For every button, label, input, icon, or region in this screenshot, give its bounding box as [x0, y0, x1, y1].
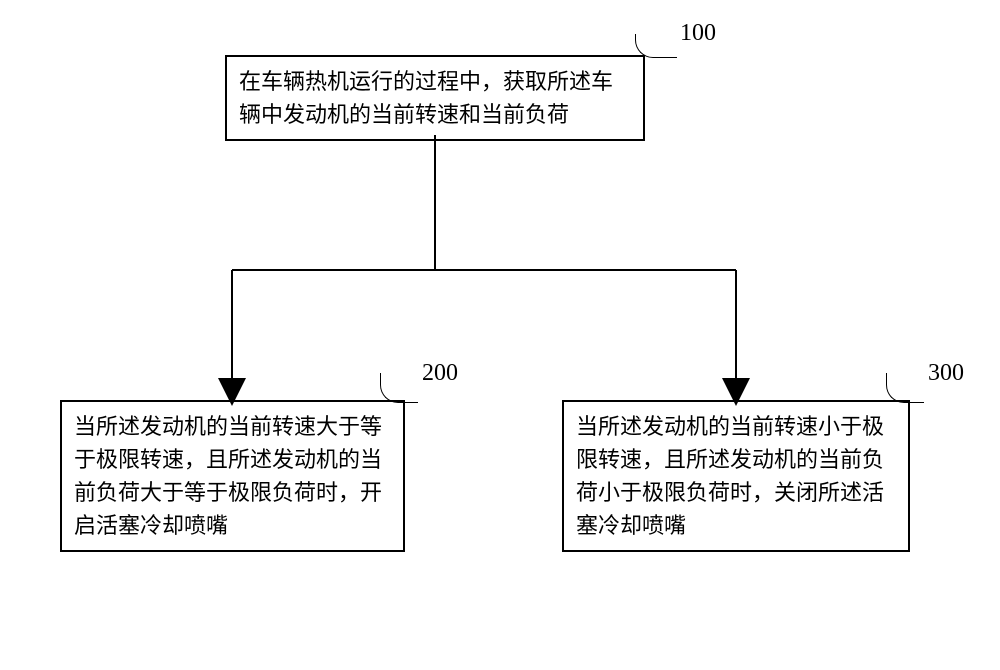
node-text: 当所述发动机的当前转速大于等于极限转速，且所述发动机的当前负荷大于等于极限负荷时… [74, 414, 382, 538]
callout-curve-300 [886, 373, 924, 403]
callout-curve-200 [380, 373, 418, 403]
flowchart-node-300: 当所述发动机的当前转速小于极限转速，且所述发动机的当前负荷小于极限负荷时，关闭所… [562, 400, 910, 552]
node-label-200: 200 [422, 360, 458, 387]
flowchart-node-100: 在车辆热机运行的过程中，获取所述车辆中发动机的当前转速和当前负荷 [225, 55, 645, 141]
node-text: 当所述发动机的当前转速小于极限转速，且所述发动机的当前负荷小于极限负荷时，关闭所… [576, 414, 884, 538]
node-label-100: 100 [680, 20, 716, 47]
flowchart-node-200: 当所述发动机的当前转速大于等于极限转速，且所述发动机的当前负荷大于等于极限负荷时… [60, 400, 405, 552]
node-text: 在车辆热机运行的过程中，获取所述车辆中发动机的当前转速和当前负荷 [239, 69, 613, 127]
node-label-300: 300 [928, 360, 964, 387]
callout-curve-100 [635, 34, 677, 58]
